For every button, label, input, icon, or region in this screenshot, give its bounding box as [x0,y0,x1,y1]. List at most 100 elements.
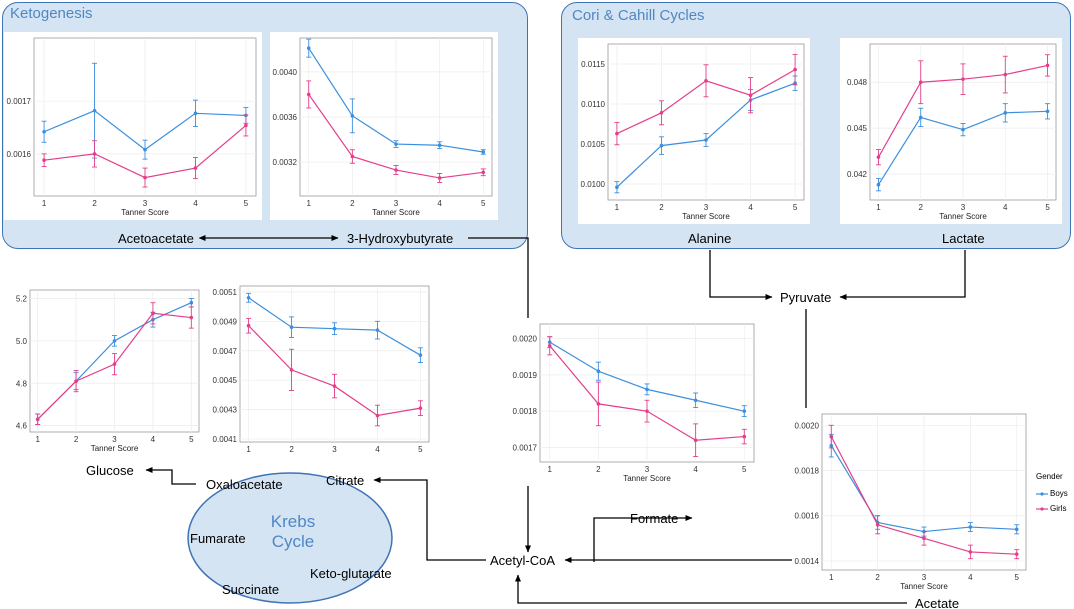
glucose-xtick-label: 1 [35,435,40,444]
glucose-girls-point [35,417,40,422]
acetate-girls-point [875,522,880,527]
formate-girls-point [693,438,698,443]
formate-xtick-label: 4 [693,465,698,474]
glucose-girls-point [112,362,117,366]
hydroxybutyrate-ytick-label: 0.0036 [273,113,298,122]
acetate-boys-point [1014,527,1019,532]
lactate-plot: 0.042 0.045 0.048 1 2 3 4 5 Tanner Score [840,38,1062,224]
acetoacetate-ytick-label: 0.0017 [7,97,32,106]
hydroxybutyrate-xtick-label: 1 [307,199,312,208]
alanine-girls-point [615,131,619,136]
alanine-xtick-label: 5 [793,203,798,212]
acetate-plot: 0.0014 0.0016 0.0018 0.0020 1 2 3 4 5 Tanner Scor… [792,408,1032,594]
legend-item-boys: Boys [1036,489,1074,498]
node-alanine: Alanine [688,231,732,246]
arrow-lactate-pyruvate [839,250,966,300]
ketogenesis-title: Ketogenesis [10,5,93,22]
legend-title: Gender [1036,472,1063,481]
acetate-girls-point [968,550,973,554]
citrate-boys-point [418,353,423,357]
glucose-xtick-label: 3 [112,435,117,444]
lactate-girls-point [1003,72,1008,77]
alanine-girls-point [748,93,753,97]
glucose-ytick-label: 4.8 [16,379,28,388]
glucose-xtick-label: 2 [74,435,79,444]
acetoacetate-girls-point [42,158,46,162]
node-fumarate: Fumarate [190,531,246,546]
glucose-girls-point [189,315,194,320]
formate-ytick-label: 0.0018 [513,407,538,416]
formate-xtick-label: 3 [645,465,650,474]
hydroxybutyrate-plot: 0.0032 0.0036 0.0040 1 2 3 4 5 Tanner Score [270,32,498,220]
node-acetoacetate: Acetoacetate [118,231,194,246]
alanine-plot: 0.0100 0.0105 0.0110 0.0115 1 2 3 4 5 Tanner Scor… [578,38,810,224]
node-ketoglutarate: Keto-glutarate [310,566,392,581]
node-oxaloacetate: Oxaloacetate [206,477,283,492]
lactate-boys-point [1003,111,1008,115]
krebs-cycle-circle [187,472,393,604]
citrate-ytick-label: 0.0047 [213,347,238,356]
citrate-xtick-label: 2 [289,445,294,454]
arrow-alanine-pyruvate [709,250,773,300]
formate-xtick-label: 5 [742,465,747,474]
citrate-ytick-label: 0.0043 [213,406,238,415]
alanine-girls-point [659,111,664,115]
lactate-girls-point [1045,63,1050,68]
lactate-boys-point [918,115,923,120]
node-glucose: Glucose [86,463,134,478]
acetate-xtick-label: 2 [875,573,880,582]
lactate-boys-point [1045,109,1050,114]
acetoacetate-girls-point [92,152,97,156]
alanine-xtick-label: 3 [704,203,709,212]
alanine-girls-point [793,67,797,72]
citrate-xtick-label: 1 [246,445,251,454]
acetate-boys-point [968,525,973,529]
arrow-oxaloacetate-glucose [145,467,196,485]
acetoacetate-plot: 0.0016 0.0017 1 2 3 4 5 Tanner Score [4,32,262,220]
citrate-xtick-label: 4 [375,445,380,454]
formate-girls-point [645,409,649,413]
glucose-ytick-label: 5.2 [16,294,28,303]
legend-item-girls: Girls [1036,504,1074,513]
node-formate: Formate [630,511,679,526]
glucose-ytick-label: 5.0 [16,337,28,346]
node-lactate: Lactate [942,231,985,246]
citrate-boys-point [246,295,251,300]
lactate-ytick-label: 0.048 [847,78,868,87]
hydroxybutyrate-ytick-label: 0.0040 [273,68,298,77]
lactate-xtick-label: 2 [919,203,924,212]
formate-ytick-label: 0.0017 [513,443,538,452]
citrate-ytick-label: 0.0041 [213,435,238,444]
citrate-girls-point [332,384,337,388]
acetate-xlabel: Tanner Score [900,582,948,591]
acetoacetate-xtick-label: 3 [143,199,148,208]
acetate-girls-point [829,434,834,439]
formate-ytick-label: 0.0019 [513,371,538,380]
node-acetylcoa: Acetyl-CoA [490,553,556,568]
formate-xtick-label: 1 [548,465,553,474]
acetate-ytick-label: 0.0014 [795,557,820,566]
glucose-ytick-label: 4.6 [16,422,28,431]
acetoacetate-xtick-label: 5 [244,199,249,208]
arrow-acetate-acetylcoa [515,574,907,604]
formate-girls-point [596,402,601,406]
citrate-plot: 0.0041 0.0043 0.0045 0.0047 0.0049 0.0051 1 2 3 4… [210,280,435,456]
citrate-xtick-label: 5 [418,445,423,454]
acetoacetate-xtick-label: 2 [92,199,97,208]
alanine-xtick-label: 2 [659,203,664,212]
alanine-boys-point [704,138,708,142]
lactate-girls-point [961,77,965,81]
acetate-ytick-label: 0.0018 [795,467,820,476]
legend-swatch-girls [1036,506,1048,511]
node-pyruvate: Pyruvate [780,290,832,305]
acetoacetate-boys-point [143,147,147,152]
hydroxybutyrate-xtick-label: 3 [394,199,399,208]
hydroxybutyrate-girls-point [437,176,442,180]
lactate-xlabel: Tanner Score [939,212,987,221]
alanine-boys-point [659,143,664,148]
lactate-xtick-label: 5 [1045,203,1050,212]
glucose-boys-point [189,300,194,305]
formate-girls-point [547,343,552,348]
